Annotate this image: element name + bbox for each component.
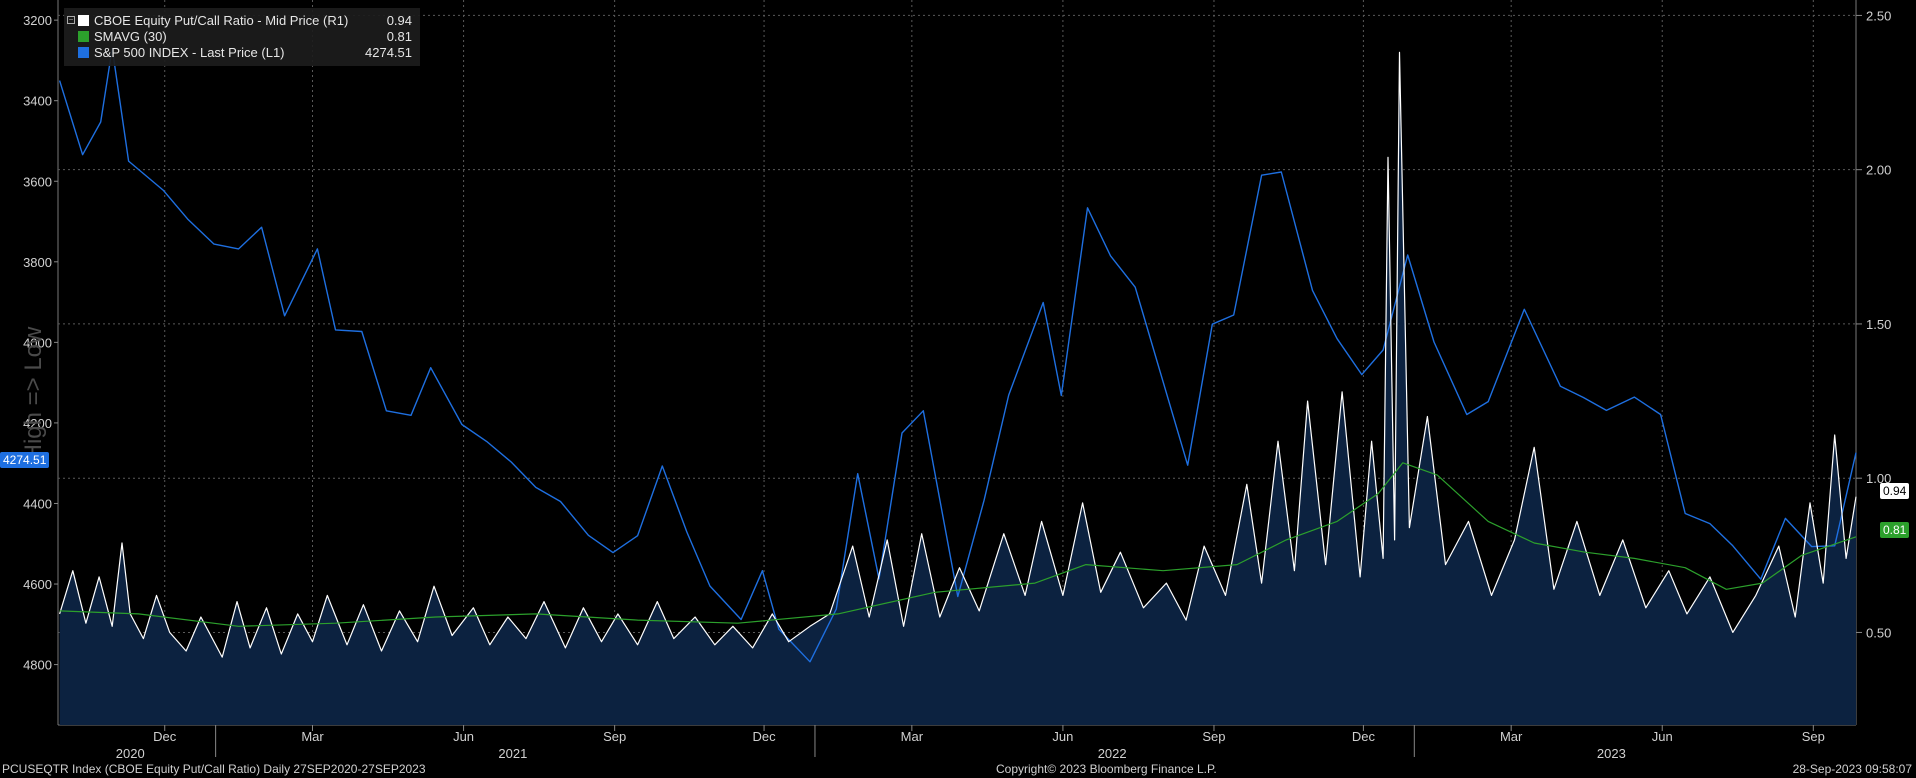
year-label-1: 2021: [498, 746, 527, 761]
legend-value-putcall: 0.94: [386, 13, 412, 28]
month-label-5: Mar: [901, 729, 924, 744]
month-label-4: Dec: [753, 729, 777, 744]
footer-timestamp: 28-Sep-2023 09:58:07: [1792, 762, 1912, 776]
left-axis-last-price-tag: 4274.51: [0, 452, 50, 468]
legend-label-smavg: SMAVG (30): [94, 29, 167, 44]
month-label-9: Mar: [1500, 729, 1523, 744]
right-tick-label-3: 2.00: [1866, 163, 1891, 178]
year-label-0: 2020: [116, 746, 145, 761]
legend-label-spx: S&P 500 INDEX - Last Price (L1): [94, 45, 285, 60]
month-label-3: Sep: [603, 729, 626, 744]
month-label-1: Mar: [301, 729, 324, 744]
right-tick-label-0: 0.50: [1866, 625, 1891, 640]
legend-item-spx[interactable]: S&P 500 INDEX - Last Price (L1) 4274.51: [64, 44, 420, 60]
left-tick-label-7: 4600: [23, 577, 52, 592]
year-label-2: 2022: [1098, 746, 1127, 761]
left-tick-label-0: 3200: [23, 13, 52, 28]
left-tick-label-4: 4000: [23, 335, 52, 350]
month-label-7: Sep: [1202, 729, 1225, 744]
month-label-11: Sep: [1802, 729, 1825, 744]
smavg-line: [59, 462, 1857, 627]
right-tick-label-1: 1.00: [1866, 471, 1891, 486]
right-tick-label-2: 1.50: [1866, 317, 1891, 332]
left-tick-label-5: 4200: [23, 416, 52, 431]
side-annotation-label: High => Low: [20, 326, 47, 462]
legend-value-spx: 4274.51: [365, 45, 412, 60]
legend-swatch-spx: [78, 47, 89, 58]
footer-copyright: Copyright© 2023 Bloomberg Finance L.P.: [996, 762, 1217, 776]
month-label-8: Dec: [1352, 729, 1376, 744]
putcall-area: [59, 52, 1857, 725]
legend-item-putcall[interactable]: − CBOE Equity Put/Call Ratio - Mid Price…: [64, 12, 420, 28]
right-axis-putcall-tag: 0.94: [1880, 483, 1910, 499]
month-label-0: Dec: [153, 729, 177, 744]
putcall-line: [59, 51, 1857, 658]
month-label-6: Jun: [1052, 729, 1073, 744]
month-label-2: Jun: [453, 729, 474, 744]
right-tick-label-4: 2.50: [1866, 8, 1891, 23]
legend-collapse-icon[interactable]: −: [67, 15, 75, 24]
spx-line: [58, 47, 1857, 663]
year-label-3: 2023: [1597, 746, 1626, 761]
footer-security-description: PCUSEQTR Index (CBOE Equity Put/Call Rat…: [2, 762, 426, 776]
left-tick-label-6: 4400: [23, 496, 52, 511]
legend-item-smavg[interactable]: SMAVG (30) 0.81: [64, 28, 420, 44]
legend-swatch-smavg: [78, 31, 89, 42]
legend: − CBOE Equity Put/Call Ratio - Mid Price…: [64, 8, 420, 66]
left-tick-label-8: 4800: [23, 658, 52, 673]
legend-swatch-putcall: [78, 15, 89, 26]
left-tick-label-1: 3400: [23, 94, 52, 109]
left-tick-label-2: 3600: [23, 174, 52, 189]
left-tick-label-3: 3800: [23, 255, 52, 270]
legend-label-putcall: CBOE Equity Put/Call Ratio - Mid Price (…: [94, 13, 349, 28]
legend-value-smavg: 0.81: [386, 29, 412, 44]
month-label-10: Jun: [1652, 729, 1673, 744]
right-axis-smavg-tag: 0.81: [1880, 522, 1910, 538]
